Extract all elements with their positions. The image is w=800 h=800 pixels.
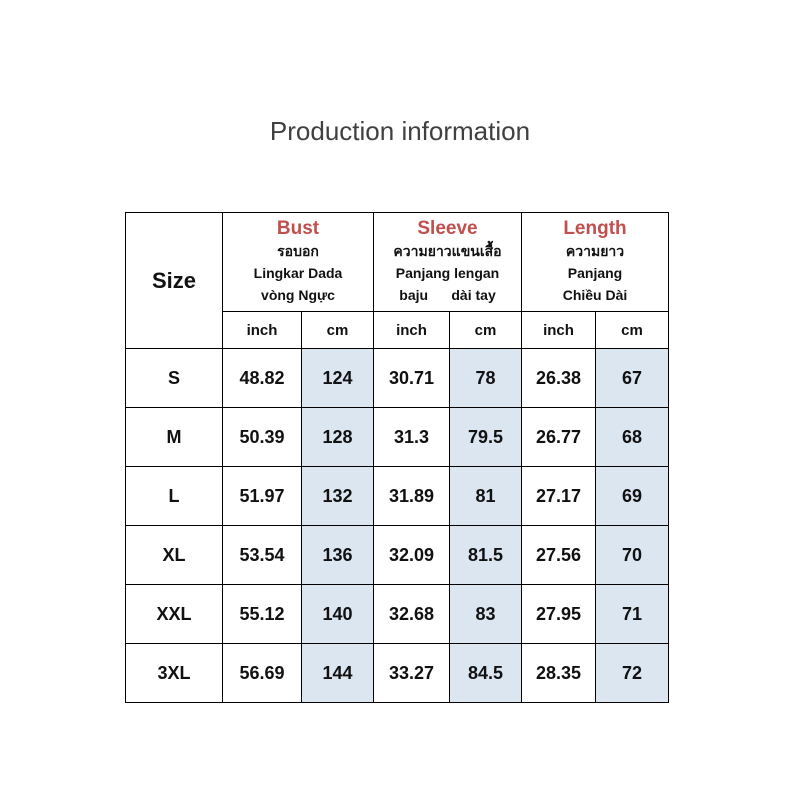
value-cell: 84.5 [449, 643, 522, 703]
value-cell: 81 [449, 466, 522, 526]
value-cell: 56.69 [222, 643, 302, 703]
data-row: M 50.39 128 31.3 79.5 26.77 68 [125, 407, 669, 467]
value-cell: 128 [301, 407, 374, 467]
value-cell: 28.35 [521, 643, 596, 703]
value-cell: 67 [595, 348, 669, 408]
data-row: XL 53.54 136 32.09 81.5 27.56 70 [125, 525, 669, 585]
group-name: Length [563, 218, 627, 239]
size-table: Size Bust รอบอก Lingkar Dada vòng Ngực Sleeve… [125, 212, 669, 703]
unit-header: inch [373, 311, 450, 349]
group-name: Bust [276, 218, 320, 239]
value-cell: 53.54 [222, 525, 302, 585]
unit-header: cm [449, 311, 522, 349]
size-cell: XL [125, 525, 223, 585]
value-cell: 50.39 [222, 407, 302, 467]
value-cell: 81.5 [449, 525, 522, 585]
group-line: Panjang lengan [395, 265, 500, 281]
value-cell: 30.71 [373, 348, 450, 408]
value-cell: 132 [301, 466, 374, 526]
value-cell: 48.82 [222, 348, 302, 408]
group-header: Sleeve ความยาวแขนเสื้อ Panjang lengan baju … [373, 212, 522, 312]
data-row: XXL 55.12 140 32.68 83 27.95 71 [125, 584, 669, 644]
group-line: Lingkar Dada [253, 265, 343, 281]
size-cell: XXL [125, 584, 223, 644]
unit-header: inch [521, 311, 596, 349]
unit-header: inch [222, 311, 302, 349]
value-cell: 144 [301, 643, 374, 703]
value-cell: 31.3 [373, 407, 450, 467]
header-row: Size Bust รอบอก Lingkar Dada vòng Ngực Sleeve… [125, 212, 669, 349]
unit-header: cm [301, 311, 374, 349]
value-cell: 32.09 [373, 525, 450, 585]
value-cell: 78 [449, 348, 522, 408]
value-cell: 69 [595, 466, 669, 526]
value-cell: 68 [595, 407, 669, 467]
value-cell: 124 [301, 348, 374, 408]
size-cell: 3XL [125, 643, 223, 703]
group-name: Sleeve [417, 218, 478, 239]
group-line: Chiều Dài [562, 287, 628, 303]
size-cell: S [125, 348, 223, 408]
value-cell: 136 [301, 525, 374, 585]
value-cell: 140 [301, 584, 374, 644]
data-row: 3XL 56.69 144 33.27 84.5 28.35 72 [125, 643, 669, 703]
units-row: inch cm inch cm inch cm [126, 311, 669, 349]
value-cell: 51.97 [222, 466, 302, 526]
size-cell: M [125, 407, 223, 467]
value-cell: 55.12 [222, 584, 302, 644]
value-cell: 26.77 [521, 407, 596, 467]
value-cell: 33.27 [373, 643, 450, 703]
group-line: vòng Ngực [261, 287, 335, 303]
group-header: Bust รอบอก Lingkar Dada vòng Ngực [222, 212, 374, 312]
value-cell: 70 [595, 525, 669, 585]
value-cell: 31.89 [373, 466, 450, 526]
group-line: รอบอก [277, 243, 319, 259]
group-line: ความยาว [565, 243, 625, 259]
value-cell: 72 [595, 643, 669, 703]
group-header: Length ความยาว Panjang Chiều Dài [521, 212, 669, 312]
group-line: Panjang [567, 265, 623, 281]
value-cell: 83 [449, 584, 522, 644]
value-cell: 32.68 [373, 584, 450, 644]
group-line: baju dài tay [399, 287, 496, 303]
data-row: L 51.97 132 31.89 81 27.17 69 [125, 466, 669, 526]
value-cell: 79.5 [449, 407, 522, 467]
value-cell: 26.38 [521, 348, 596, 408]
value-cell: 27.17 [521, 466, 596, 526]
value-cell: 71 [595, 584, 669, 644]
group-line: ความยาวแขนเสื้อ [393, 243, 502, 259]
unit-header: cm [595, 311, 669, 349]
size-header: Size [125, 212, 223, 349]
value-cell: 27.56 [521, 525, 596, 585]
data-row: S 48.82 124 30.71 78 26.38 67 [125, 348, 669, 408]
size-cell: L [125, 466, 223, 526]
value-cell: 27.95 [521, 584, 596, 644]
page-title: Production information [269, 116, 531, 146]
